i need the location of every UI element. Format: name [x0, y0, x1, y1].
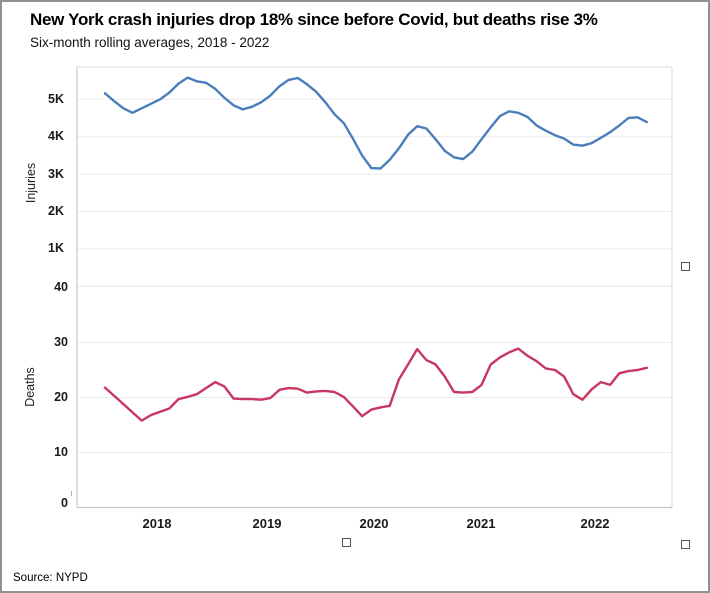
- plot-borders: [77, 67, 672, 508]
- injuries-ytick-5K: 5K: [22, 92, 64, 107]
- deaths-gridlines: [77, 343, 672, 453]
- plot-canvas: [2, 2, 710, 593]
- deaths-ytick-10: 10: [26, 445, 68, 460]
- xtick-2021: 2021: [467, 516, 496, 531]
- injuries-axis-title: Injuries: [24, 163, 38, 203]
- deaths-axis-title: Deaths: [23, 367, 37, 407]
- deaths-ytick-30: 30: [26, 335, 68, 350]
- deaths-ytick-0: 0: [26, 496, 68, 511]
- source-note: Source: NYPD: [13, 572, 88, 584]
- xtick-2018: 2018: [143, 516, 172, 531]
- xtick-2020: 2020: [360, 516, 389, 531]
- stray-handle-square-bottom-right: [681, 540, 690, 549]
- injuries-ytick-2K: 2K: [22, 204, 64, 219]
- xtick-2022: 2022: [581, 516, 610, 531]
- injuries-ytick-1K: 1K: [22, 241, 64, 256]
- axis-zero-artifact-mark: [71, 491, 72, 496]
- injuries-gridlines: [77, 99, 672, 249]
- deaths-line: [105, 349, 647, 421]
- injuries-line: [105, 78, 647, 169]
- injuries-ytick-4K: 4K: [22, 129, 64, 144]
- chart-card: New York crash injuries drop 18% since b…: [0, 0, 710, 593]
- stray-handle-square-right-mid: [681, 262, 690, 271]
- deaths-ytick-40: 40: [26, 280, 68, 295]
- stray-handle-square-bottom-center: [342, 538, 351, 547]
- xtick-2019: 2019: [253, 516, 282, 531]
